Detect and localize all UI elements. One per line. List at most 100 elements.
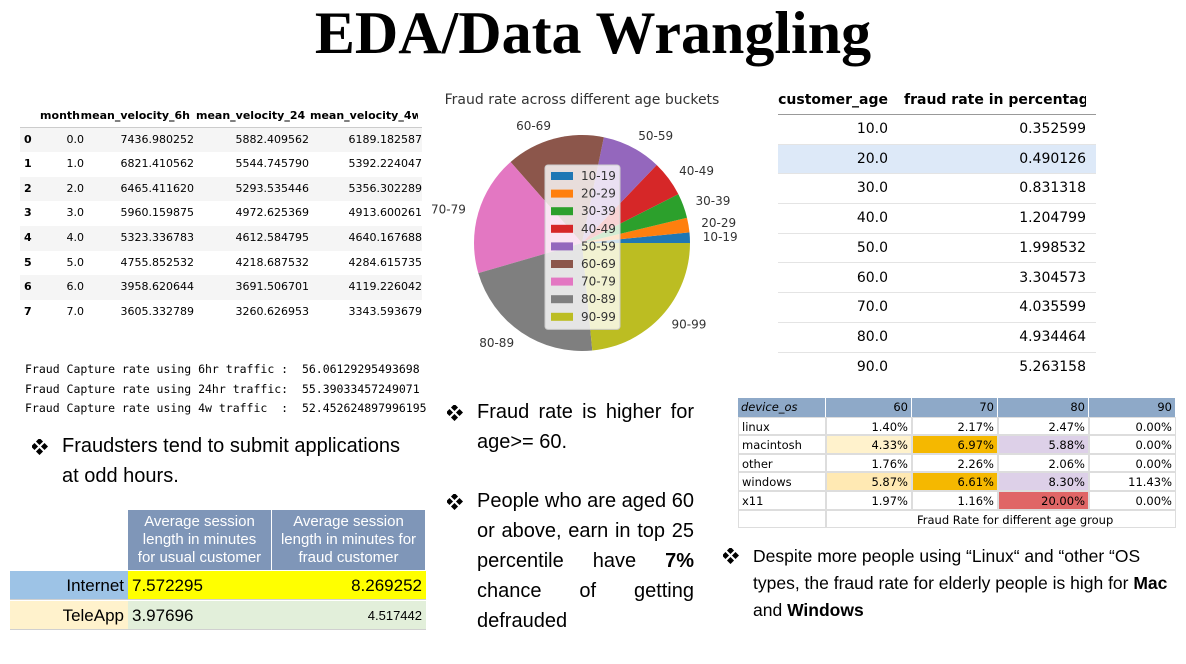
cell: 10.0 <box>856 121 888 137</box>
cell: 3605.332789 <box>120 304 194 318</box>
cell: 70.0 <box>856 299 888 316</box>
caption-blank <box>738 509 826 529</box>
header-rule <box>778 114 1096 115</box>
session-table: Average session length in minutes for us… <box>10 510 426 631</box>
column-header: 60 <box>826 398 912 417</box>
slice-label: 70-79 <box>432 202 466 216</box>
os-table: device_os 60 70 80 90 linux 1.40% 2.17% 2.47% 0.0… <box>738 398 1176 529</box>
velocity-table: month mean_velocity_6h mean_velocity_24h me… <box>20 100 422 322</box>
legend-label: 40-49 <box>581 222 616 236</box>
cell: 0.00% <box>1089 453 1176 473</box>
column-header: device_os <box>738 398 826 417</box>
row-label: other <box>738 453 826 473</box>
cell: 30.0 <box>856 180 888 197</box>
row-bg <box>778 233 1096 264</box>
cell: 6821.410562 <box>120 157 194 171</box>
cell: 4284.615735 <box>348 255 422 269</box>
cell: 4640.167688 <box>348 231 422 244</box>
row-stripe <box>20 176 422 202</box>
cell: 5.263158 <box>1019 358 1086 374</box>
legend-swatch <box>551 312 573 321</box>
cell: 3.304573 <box>1019 269 1086 286</box>
legend-swatch <box>551 260 573 268</box>
cell: 1.40% <box>826 416 912 436</box>
cell: 4.0 <box>66 231 85 244</box>
cell: 8.269252 <box>272 571 426 600</box>
code-line: Fraud Capture rate using 4w traffic : 52… <box>25 401 427 415</box>
header-rule <box>20 126 422 128</box>
cell: 0.00% <box>1089 491 1176 510</box>
cell: 11.43% <box>1089 472 1176 491</box>
bullet-icon <box>447 494 463 510</box>
cell: 4.035599 <box>1019 299 1086 316</box>
cell: 4612.584795 <box>235 231 309 244</box>
column-header: Average session length in minutes for fr… <box>272 510 425 570</box>
cell: 60.0 <box>856 269 888 286</box>
slice-label: 10-19 <box>703 230 738 244</box>
cell: 3343.593679 <box>348 304 422 318</box>
bullet: Fraudsters tend to submit applications a… <box>32 431 422 491</box>
row-label: x11 <box>738 491 826 510</box>
column-header: mean_velocity_4w <box>310 109 418 122</box>
row-index: 2 <box>24 181 32 195</box>
row-bg <box>778 352 1096 374</box>
legend-label: 20-29 <box>581 187 616 201</box>
column-header: 90 <box>1089 398 1176 417</box>
slice-label: 50-59 <box>638 129 673 143</box>
legend-label: 10-19 <box>581 169 616 183</box>
cell: 6465.411620 <box>120 181 194 195</box>
cell: 3.97696 <box>128 601 272 630</box>
cell: 0.490126 <box>1019 150 1086 167</box>
cell: 50.0 <box>856 239 888 256</box>
cell: 4.33% <box>826 435 912 454</box>
bullet-text: Fraudsters tend to submit applications a… <box>62 435 400 487</box>
bullet-bold: Mac <box>1133 573 1168 593</box>
slice-label: 60-69 <box>516 119 551 133</box>
row-bg <box>778 174 1096 205</box>
legend-swatch <box>551 189 573 198</box>
bullet-text: chance of getting defrauded <box>477 580 694 632</box>
cell: 3691.506701 <box>235 280 309 294</box>
legend-swatch <box>551 277 573 286</box>
cell: 4218.687532 <box>235 255 309 269</box>
slide-title: EDA/Data Wrangling <box>314 0 872 66</box>
cell: 0.352599 <box>1019 121 1086 137</box>
column-header: month <box>40 109 80 122</box>
column-header: mean_velocity_6h <box>80 109 190 122</box>
cell: 4913.600261 <box>348 206 422 220</box>
cell: 7436.980252 <box>120 132 194 146</box>
legend-label: 90-99 <box>581 310 616 324</box>
cell: 5323.336783 <box>120 231 194 244</box>
cell: 1.998532 <box>1019 239 1086 256</box>
cell: 4.517442 <box>272 601 426 630</box>
row-label: linux <box>738 416 826 436</box>
cell: 7.0 <box>66 304 85 318</box>
slice-label: 20-29 <box>701 216 736 230</box>
column-header: 70 <box>912 398 998 417</box>
cell: 1.204799 <box>1019 210 1086 227</box>
cell: 5960.159875 <box>120 206 194 220</box>
slice-label: 80-89 <box>479 336 514 350</box>
cell: 1.16% <box>912 491 998 510</box>
cell: 8.30% <box>998 472 1089 491</box>
row-bg <box>778 263 1096 294</box>
column-header: fraud rate in percentage <box>904 92 1086 108</box>
age-table: customer_age fraud rate in percentage 10.0… <box>778 86 1096 374</box>
cell: 2.06% <box>998 453 1089 473</box>
row-stripe <box>20 127 422 153</box>
code-line: Fraud Capture rate using 6hr traffic : 5… <box>25 362 420 376</box>
cell: 5.88% <box>998 435 1089 454</box>
bullet-bold: 7% <box>665 550 694 572</box>
cell: 4755.852532 <box>120 255 194 269</box>
bullet-text: Despite more people using “Linux“ and “o… <box>753 546 1141 593</box>
column-header: mean_velocity_24h <box>196 109 305 122</box>
cell: 2.17% <box>912 416 998 436</box>
cell: 80.0 <box>856 328 888 345</box>
row-label: Internet <box>10 571 128 600</box>
bullet-text: and <box>753 600 788 620</box>
row-label: macintosh <box>738 435 826 454</box>
bullet-icon <box>32 439 48 455</box>
slice-label: 90-99 <box>672 317 707 331</box>
bullet-icon <box>447 405 463 421</box>
row-index: 5 <box>24 255 32 269</box>
